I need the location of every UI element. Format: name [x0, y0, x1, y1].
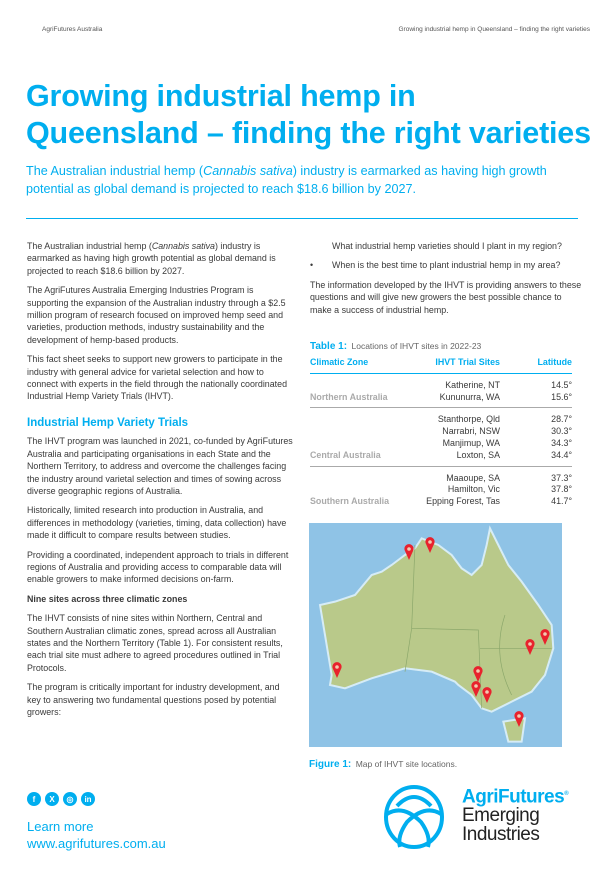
paragraph: The IHVT consists of nine sites within N… — [27, 613, 283, 673]
agrifutures-logo — [383, 784, 445, 855]
latitude-cell: 28.7° — [551, 414, 572, 425]
section-heading: Industrial Hemp Variety Trials — [27, 416, 189, 429]
latitude-cell: 37.3° — [551, 472, 572, 483]
facebook-icon[interactable]: f — [27, 792, 41, 806]
question-item: What industrial hemp varieties should I … — [332, 241, 562, 251]
title-line: Queensland – finding the right varieties — [26, 116, 591, 150]
table-caption: Table 1: Locations of IHVT sites in 2022… — [310, 341, 482, 352]
paragraph: This fact sheet seeks to support new gro… — [27, 354, 288, 402]
running-header-left: AgriFutures Australia — [42, 26, 103, 33]
paragraph: The IHVT program was launched in 2021, c… — [27, 436, 293, 496]
table-row: Central Australia Stanthorpe, Qld 28.7° — [310, 407, 572, 467]
site-cell: Manjimup, WA — [442, 437, 500, 448]
latitude-cell: 15.6° — [500, 391, 572, 409]
table-row: Hamilton, Vic 37.8° — [310, 484, 572, 496]
column-header: Climatic Zone — [310, 357, 400, 374]
paragraph: The Australian industrial hemp (Cannabis… — [27, 241, 276, 276]
social-links: f X ◎ in — [27, 792, 95, 806]
latitude-cell: 34.4° — [500, 449, 572, 467]
table-row: Narrabri, NSW 30.3° — [310, 426, 572, 438]
linkedin-icon[interactable]: in — [81, 792, 95, 806]
site-cell: Narrabri, NSW — [442, 426, 500, 437]
left-column: The Australian industrial hemp (Cannabis… — [27, 240, 295, 725]
question-item: • When is the best time to plant industri… — [310, 260, 561, 271]
location-pin-icon — [404, 544, 414, 560]
location-pin-icon — [482, 687, 492, 703]
site-cell: Stanthorpe, Qld — [437, 414, 500, 425]
site-cell: Maaoupe, SA — [446, 472, 500, 483]
location-pin-icon — [540, 629, 550, 645]
site-map — [309, 523, 562, 747]
site-cell: Epping Forest, Tas — [426, 496, 500, 507]
paragraph: Providing a coordinated, independent app… — [27, 549, 289, 585]
logo-mark-icon — [384, 785, 444, 849]
right-column: What industrial hemp varieties should I … — [310, 240, 582, 323]
site-cell: Katherine, NT — [445, 379, 500, 390]
paragraph: The program is critically important for … — [27, 682, 280, 717]
subtitle: The Australian industrial hemp (Cannabis… — [26, 164, 547, 196]
zone-cell: Southern Australia — [310, 496, 390, 507]
location-pin-icon — [332, 662, 342, 678]
logo-wordmark: AgriFutures® Emerging Industries — [462, 786, 569, 846]
table-row: Epping Forest, Tas 41.7° — [310, 496, 572, 512]
table-row: Southern Australia Maaoupe, SA 37.3° — [310, 466, 572, 507]
tasmania-landmass — [502, 717, 527, 743]
paragraph: The information developed by the IHVT is… — [310, 279, 582, 315]
column-header: Latitude — [500, 357, 572, 374]
location-pin-icon — [473, 666, 483, 682]
latitude-cell: 34.3° — [551, 437, 572, 448]
paragraph: The AgriFutures Australia Emerging Indus… — [27, 285, 286, 345]
sites-table: Climatic Zone IHVT Trial Sites Latitude … — [310, 357, 572, 512]
latitude-cell: 30.3° — [551, 426, 572, 437]
site-cell: Kununurra, WA — [400, 391, 500, 409]
paragraph: Historically, limited research into prod… — [27, 505, 287, 541]
location-pin-icon — [471, 681, 481, 697]
location-pin-icon — [514, 711, 524, 727]
table-row: Loxton, SA 34.4° — [310, 449, 572, 467]
table-row: Manjimup, WA 34.3° — [310, 438, 572, 450]
latitude-cell: 14.5° — [551, 379, 572, 390]
subsection-heading: Nine sites across three climatic zones — [27, 593, 188, 604]
latitude-cell: 37.8° — [551, 484, 572, 495]
location-pin-icon — [425, 537, 435, 553]
zone-cell: Central Australia — [310, 407, 400, 467]
site-cell: Hamilton, Vic — [447, 484, 500, 495]
instagram-icon[interactable]: ◎ — [63, 792, 77, 806]
title-line: Growing industrial hemp in — [26, 79, 416, 113]
learn-more-label: Learn more — [27, 819, 94, 834]
footer-links: Learn more www.agrifutures.com.au — [27, 818, 166, 852]
running-header-right: Growing industrial hemp in Queensland – … — [398, 26, 591, 33]
website-link[interactable]: www.agrifutures.com.au — [27, 836, 166, 851]
latitude-cell: 41.7° — [551, 496, 572, 507]
divider — [26, 218, 578, 219]
table-row: Kununurra, WA 15.6° — [310, 391, 572, 409]
location-pin-icon — [525, 639, 535, 655]
table-row: Northern Australia Katherine, NT 14.5° — [310, 373, 572, 409]
column-header: IHVT Trial Sites — [400, 357, 500, 374]
figure-caption: Figure 1: Map of IHVT site locations. — [309, 759, 458, 770]
page-title: Growing industrial hemp in Queensland – f… — [26, 78, 596, 152]
site-cell: Loxton, SA — [400, 449, 500, 467]
zone-cell: Northern Australia — [310, 373, 400, 409]
x-icon[interactable]: X — [45, 792, 59, 806]
